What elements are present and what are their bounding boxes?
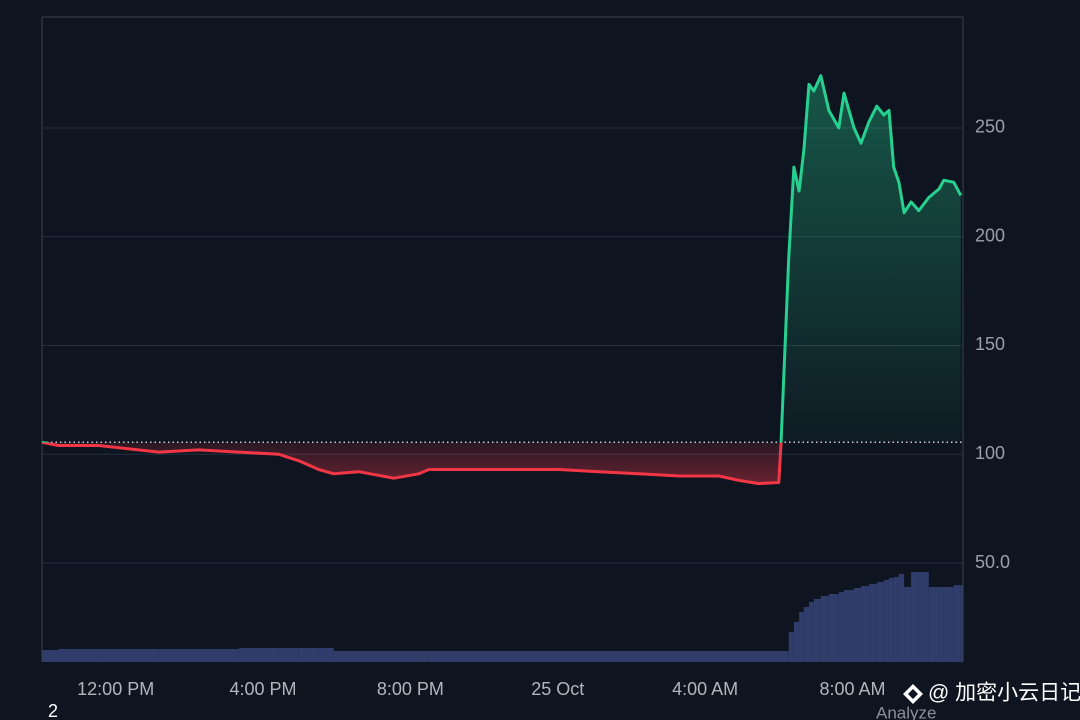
- volume-bar: [598, 651, 639, 662]
- volume-bar: [428, 651, 499, 662]
- volume-bar: [953, 585, 961, 662]
- watermark-icon: [903, 684, 923, 704]
- volume-bar: [876, 582, 884, 662]
- volume-bar: [960, 585, 963, 662]
- volume-bar: [904, 587, 912, 662]
- volume-bar: [813, 599, 821, 662]
- footer-label: Analyze: [876, 703, 936, 720]
- volume-bar: [860, 586, 870, 662]
- volume-bar: [739, 651, 759, 662]
- area: [42, 75, 961, 484]
- volume-bar: [558, 651, 599, 662]
- volume-bar: [418, 651, 429, 662]
- volume-bar: [883, 580, 889, 662]
- volume-bar: [498, 651, 559, 662]
- volume-bar: [803, 607, 810, 662]
- volume-bar: [42, 650, 59, 662]
- volume-bar: [781, 651, 789, 662]
- footer-label: 2: [48, 701, 58, 720]
- x-tick-label: 25 Oct: [531, 679, 584, 699]
- volume-bar: [158, 649, 199, 662]
- watermark: @ 加密小云日记: [928, 682, 1080, 705]
- volume-bar: [809, 602, 814, 662]
- volume-bar: [98, 649, 159, 662]
- volume-bar: [928, 587, 940, 662]
- volume-bar: [718, 651, 740, 662]
- volume-bar: [888, 578, 894, 662]
- volume-bar: [799, 612, 804, 662]
- volume-bar: [788, 632, 794, 662]
- y-tick-label: 50.0: [975, 552, 1010, 572]
- volume-bar: [853, 588, 861, 662]
- volume-bar: [238, 648, 279, 662]
- volume-bar: [333, 651, 359, 662]
- volume-bar: [278, 648, 299, 662]
- volume-bar: [828, 594, 839, 662]
- volume: [42, 572, 963, 662]
- y-tick-label: 100: [975, 443, 1005, 463]
- price-line: [41, 74, 963, 486]
- volume-bar: [838, 592, 845, 662]
- volume-bar: [918, 572, 929, 662]
- volume-bar: [58, 649, 99, 662]
- volume-bar: [393, 651, 419, 662]
- volume-bar: [844, 590, 854, 662]
- y-tick-label: 250: [975, 117, 1005, 137]
- area: [42, 75, 961, 484]
- volume-bar: [298, 648, 319, 662]
- volume-bar: [758, 651, 779, 662]
- y-tick-label: 200: [975, 225, 1005, 245]
- volume-bar: [943, 587, 954, 662]
- x-tick-label: 12:00 PM: [77, 679, 154, 699]
- volume-bar: [898, 574, 905, 662]
- volume-bar: [893, 577, 899, 662]
- y-tick-label: 150: [975, 334, 1005, 354]
- volume-bar: [638, 651, 679, 662]
- volume-bar: [198, 649, 239, 662]
- volume-bar: [820, 596, 829, 662]
- volume-bar: [778, 651, 782, 662]
- x-tick-label: 8:00 AM: [819, 679, 885, 699]
- x-tick-label: 8:00 PM: [377, 679, 444, 699]
- volume-bar: [678, 651, 719, 662]
- volume-bar: [318, 648, 334, 662]
- volume-bar: [869, 584, 877, 662]
- volume-bar: [358, 651, 394, 662]
- x-tick-label: 4:00 PM: [230, 679, 297, 699]
- volume-bar: [911, 572, 919, 662]
- volume-bar: [793, 622, 800, 662]
- x-tick-label: 4:00 AM: [672, 679, 738, 699]
- volume-bar: [939, 587, 944, 662]
